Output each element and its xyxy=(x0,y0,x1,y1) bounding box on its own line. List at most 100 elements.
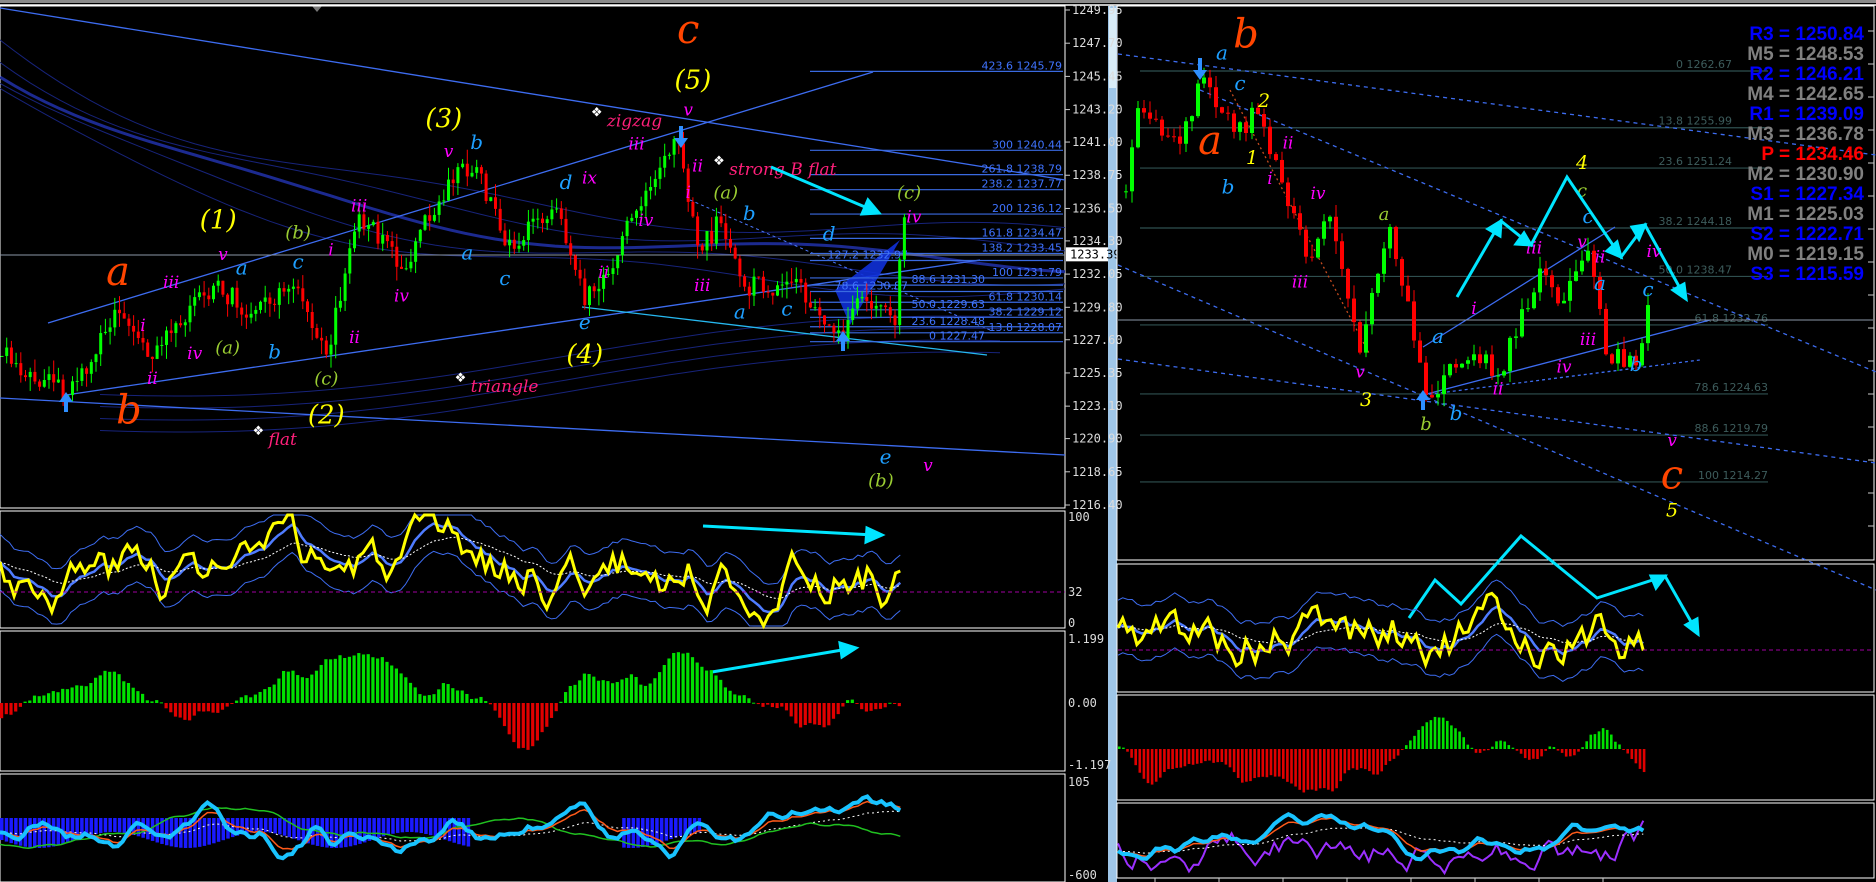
candle-body[interactable] xyxy=(329,344,333,355)
candle-body[interactable] xyxy=(1394,226,1398,260)
candle-body[interactable] xyxy=(1274,154,1278,160)
candle-body[interactable] xyxy=(75,380,79,382)
candle-body[interactable] xyxy=(846,320,850,342)
candle-body[interactable] xyxy=(160,344,164,346)
candle-body[interactable] xyxy=(1142,108,1146,113)
candle-body[interactable] xyxy=(1346,268,1350,299)
candle-body[interactable] xyxy=(865,296,869,302)
candle-body[interactable] xyxy=(428,215,432,221)
candle-body[interactable] xyxy=(141,337,145,343)
candle-body[interactable] xyxy=(1400,259,1404,286)
candle-body[interactable] xyxy=(400,266,403,269)
candle-body[interactable] xyxy=(1526,308,1530,310)
candle-body[interactable] xyxy=(578,269,582,279)
candle-body[interactable] xyxy=(432,214,436,221)
candle-body[interactable] xyxy=(564,218,568,244)
candle-body[interactable] xyxy=(1634,355,1638,366)
candle-body[interactable] xyxy=(1232,113,1236,132)
dotted-support-line[interactable] xyxy=(1422,359,1701,396)
candle-body[interactable] xyxy=(1562,300,1566,304)
zigzag-channel-line[interactable] xyxy=(689,199,991,331)
candle-body[interactable] xyxy=(418,229,422,242)
candle-body[interactable] xyxy=(1136,108,1140,148)
candle-body[interactable] xyxy=(1160,119,1164,136)
candle-body[interactable] xyxy=(597,288,601,292)
left-chart-scrollbar[interactable] xyxy=(1108,6,1117,882)
candle-body[interactable] xyxy=(287,288,291,292)
candle-body[interactable] xyxy=(94,354,98,363)
candle-body[interactable] xyxy=(155,345,159,359)
candle-body[interactable] xyxy=(367,225,371,229)
candle-body[interactable] xyxy=(667,154,671,156)
candle-body[interactable] xyxy=(315,327,319,338)
candle-body[interactable] xyxy=(1280,159,1284,183)
chart-shift-marker-icon[interactable] xyxy=(312,6,322,12)
candle-body[interactable] xyxy=(1406,285,1410,302)
candle-body[interactable] xyxy=(1148,112,1152,119)
candle-body[interactable] xyxy=(503,230,507,246)
candle-body[interactable] xyxy=(696,216,700,246)
candle-body[interactable] xyxy=(263,297,267,302)
candle-body[interactable] xyxy=(658,167,662,179)
candle-body[interactable] xyxy=(1304,229,1308,257)
candle-body[interactable] xyxy=(625,220,629,237)
candle-body[interactable] xyxy=(1412,301,1416,341)
candle-body[interactable] xyxy=(569,243,573,256)
candle-body[interactable] xyxy=(320,337,324,341)
candle-body[interactable] xyxy=(1388,226,1392,249)
candle-body[interactable] xyxy=(729,239,732,248)
candle-body[interactable] xyxy=(132,325,136,332)
candle-body[interactable] xyxy=(851,308,855,321)
candle-body[interactable] xyxy=(1322,221,1326,239)
candle-body[interactable] xyxy=(691,201,695,217)
channel-lower-line[interactable] xyxy=(65,259,981,396)
candle-body[interactable] xyxy=(273,303,277,305)
candle-body[interactable] xyxy=(1166,135,1170,137)
candle-body[interactable] xyxy=(710,230,714,244)
candle-body[interactable] xyxy=(1568,280,1572,301)
candle-body[interactable] xyxy=(1592,250,1596,277)
candle-body[interactable] xyxy=(902,217,906,260)
candle-body[interactable] xyxy=(1544,268,1548,276)
candle-body[interactable] xyxy=(197,292,201,298)
candle-body[interactable] xyxy=(479,167,483,174)
candle-body[interactable] xyxy=(588,286,591,306)
candle-body[interactable] xyxy=(1226,112,1230,114)
candle-body[interactable] xyxy=(244,314,248,318)
candle-body[interactable] xyxy=(1604,308,1608,355)
candle-body[interactable] xyxy=(1430,395,1434,398)
candle-body[interactable] xyxy=(456,167,460,184)
candle-body[interactable] xyxy=(301,288,305,302)
candle-body[interactable] xyxy=(1598,276,1602,309)
candle-body[interactable] xyxy=(536,218,540,220)
channel-lower-line[interactable] xyxy=(1422,319,1711,396)
candle-body[interactable] xyxy=(24,375,27,378)
candle-body[interactable] xyxy=(1196,83,1200,117)
candle-body[interactable] xyxy=(338,300,342,308)
candle-body[interactable] xyxy=(512,239,516,249)
candle-body[interactable] xyxy=(790,281,794,283)
upper-resistance-line[interactable] xyxy=(0,7,1066,181)
cyan-arrow-line[interactable] xyxy=(770,165,873,212)
candle-body[interactable] xyxy=(122,313,126,319)
candle-body[interactable] xyxy=(517,245,521,249)
dotted-trendline[interactable] xyxy=(1117,358,1876,464)
candle-body[interactable] xyxy=(653,178,657,188)
candle-body[interactable] xyxy=(733,247,737,259)
candle-body[interactable] xyxy=(385,234,389,242)
candle-body[interactable] xyxy=(5,347,9,356)
candle-body[interactable] xyxy=(249,313,253,318)
candle-body[interactable] xyxy=(221,280,225,295)
right-momentum-panel[interactable] xyxy=(1116,802,1875,879)
candle-body[interactable] xyxy=(893,315,897,325)
candle-body[interactable] xyxy=(9,347,13,364)
candle-body[interactable] xyxy=(357,214,361,232)
candle-body[interactable] xyxy=(498,208,502,231)
candle-body[interactable] xyxy=(1466,360,1470,364)
candle-body[interactable] xyxy=(602,274,606,289)
candle-body[interactable] xyxy=(56,379,60,383)
candle-body[interactable] xyxy=(254,309,258,314)
candle-body[interactable] xyxy=(235,287,239,308)
candle-body[interactable] xyxy=(1550,275,1554,288)
